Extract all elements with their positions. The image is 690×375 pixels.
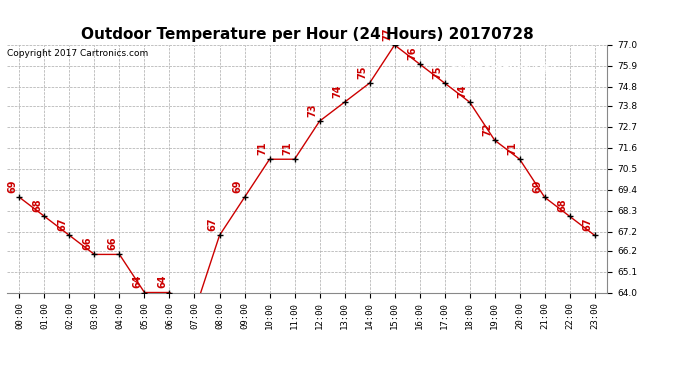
Text: 69: 69	[8, 180, 17, 193]
Text: 74: 74	[333, 84, 343, 98]
Text: 74: 74	[457, 84, 468, 98]
Text: 77: 77	[383, 27, 393, 41]
Text: 64: 64	[132, 275, 143, 288]
Text: 68: 68	[32, 198, 43, 212]
Text: 71: 71	[283, 142, 293, 155]
Text: 71: 71	[508, 142, 518, 155]
Text: 67: 67	[208, 218, 217, 231]
Text: 68: 68	[558, 198, 568, 212]
Text: 71: 71	[257, 142, 268, 155]
Text: 69: 69	[233, 180, 243, 193]
Text: Copyright 2017 Cartronics.com: Copyright 2017 Cartronics.com	[7, 49, 148, 58]
Text: Temperature (°F): Temperature (°F)	[450, 64, 558, 74]
Text: 66: 66	[108, 237, 117, 250]
Title: Outdoor Temperature per Hour (24 Hours) 20170728: Outdoor Temperature per Hour (24 Hours) …	[81, 27, 533, 42]
Text: 72: 72	[483, 123, 493, 136]
Text: 63: 63	[0, 374, 1, 375]
Text: 75: 75	[433, 65, 443, 79]
Text: 69: 69	[533, 180, 543, 193]
Text: 73: 73	[308, 104, 317, 117]
Text: 76: 76	[408, 46, 417, 60]
Text: 64: 64	[157, 275, 168, 288]
Text: 75: 75	[357, 65, 368, 79]
Text: 67: 67	[583, 218, 593, 231]
Text: 66: 66	[83, 237, 92, 250]
Text: 67: 67	[57, 218, 68, 231]
